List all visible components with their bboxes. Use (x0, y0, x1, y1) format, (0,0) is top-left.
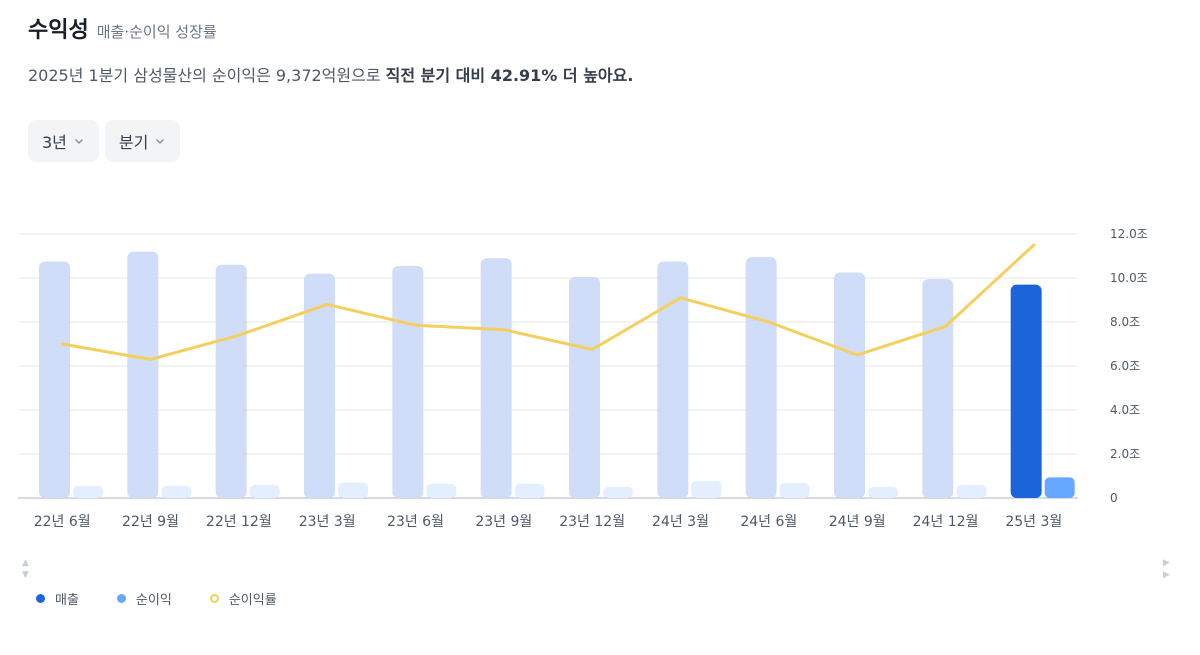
revenue-bar (657, 261, 689, 498)
net-profit-bar (779, 483, 810, 498)
revenue-bar (834, 272, 865, 498)
chevron-down-icon (156, 138, 165, 145)
scroll-right-icon[interactable]: ▶ (1163, 570, 1170, 580)
section-title: 수익성 (28, 18, 89, 43)
legend-item-profit[interactable]: 순이익 (116, 589, 172, 608)
y-tick-label: 8.0조 (1110, 315, 1140, 329)
summary-emphasis: 직전 분기 대비 42.91% 더 높아요. (385, 66, 634, 85)
period-range-label: 3년 (42, 133, 67, 152)
net-profit-bar (603, 487, 633, 498)
y-tick-label: 4.0조 (1110, 403, 1140, 417)
net-profit-bar (73, 485, 103, 498)
revenue-bar (922, 279, 954, 498)
section-header: 수익성 매출·순이익 성장률 (28, 12, 217, 44)
scroll-down-icon[interactable]: ▼ (22, 570, 29, 580)
net-profit-bar (426, 483, 457, 498)
x-tick-label: 24년 12월 (913, 514, 979, 530)
scroll-right-icon[interactable]: ▶ (1163, 558, 1170, 568)
net-profit-bar (691, 480, 722, 498)
y-tick-label: 10.0조 (1110, 271, 1148, 285)
revenue-bar (392, 265, 424, 498)
revenue-bar (569, 276, 600, 498)
revenue-bar (127, 251, 159, 498)
net-profit-bar (1044, 477, 1075, 498)
net-margin-line (60, 243, 1036, 361)
profitability-chart: 0 2.0조 4.0조 6.0조 8.0조 10.0조 12.0조 22년 6월 22년 9월 2… (18, 227, 1148, 530)
scroll-up-icon[interactable]: ▲ (22, 558, 29, 568)
x-tick-label: 23년 3월 (299, 514, 356, 530)
y-tick-label: 0 (1110, 491, 1118, 505)
x-tick-label: 24년 6월 (740, 514, 797, 530)
legend-label-margin: 순이익률 (228, 593, 277, 608)
x-tick-label: 25년 3월 (1005, 514, 1062, 530)
legend-swatch-revenue (36, 594, 45, 603)
y-tick-label: 6.0조 (1110, 359, 1140, 373)
x-tick-label: 23년 12월 (559, 514, 625, 530)
net-profit-bar (956, 484, 987, 498)
section-subtitle: 매출·순이익 성장률 (96, 23, 217, 41)
x-tick-label: 22년 9월 (122, 514, 179, 530)
legend-swatch-profit (116, 594, 126, 603)
revenue-bar (745, 257, 777, 498)
x-tick-label: 22년 6월 (34, 514, 91, 530)
net-profit-bar (249, 484, 280, 498)
revenue-bar (480, 258, 512, 498)
filter-bar: 3년 분기 (28, 120, 181, 162)
period-range-dropdown[interactable]: 3년 (28, 120, 99, 162)
summary-lead: 2025년 1분기 삼성물산의 순이익은 9,372억원으로 (28, 66, 386, 85)
x-tick-label: 22년 12월 (206, 514, 272, 530)
revenue-bar (1010, 284, 1042, 498)
legend-item-margin[interactable]: 순이익률 (209, 589, 277, 608)
net-profit-bar (868, 487, 898, 498)
x-tick-label: 23년 6월 (387, 514, 444, 530)
chevron-down-icon (74, 138, 83, 145)
summary-text: 2025년 1분기 삼성물산의 순이익은 9,372억원으로 직전 분기 대비 … (28, 62, 633, 86)
period-unit-label: 분기 (118, 133, 149, 152)
legend-label-revenue: 매출 (55, 593, 79, 608)
x-tick-label: 24년 9월 (829, 514, 886, 530)
chart-legend: 매출 순이익 순이익률 (36, 589, 277, 608)
legend-swatch-margin (209, 594, 219, 603)
y-tick-label: 12.0조 (1110, 227, 1148, 241)
y-tick-label: 2.0조 (1110, 447, 1140, 461)
x-tick-label: 23년 9월 (475, 514, 532, 530)
net-profit-bar (161, 485, 192, 498)
net-profit-bar (338, 482, 368, 498)
x-tick-label: 24년 3월 (652, 514, 709, 530)
legend-label-profit: 순이익 (135, 593, 172, 608)
period-unit-dropdown[interactable]: 분기 (104, 120, 181, 162)
legend-item-revenue[interactable]: 매출 (36, 589, 79, 608)
revenue-bar (39, 261, 70, 498)
net-profit-bar (514, 483, 545, 498)
revenue-bar (304, 273, 335, 498)
revenue-bar (215, 264, 247, 498)
